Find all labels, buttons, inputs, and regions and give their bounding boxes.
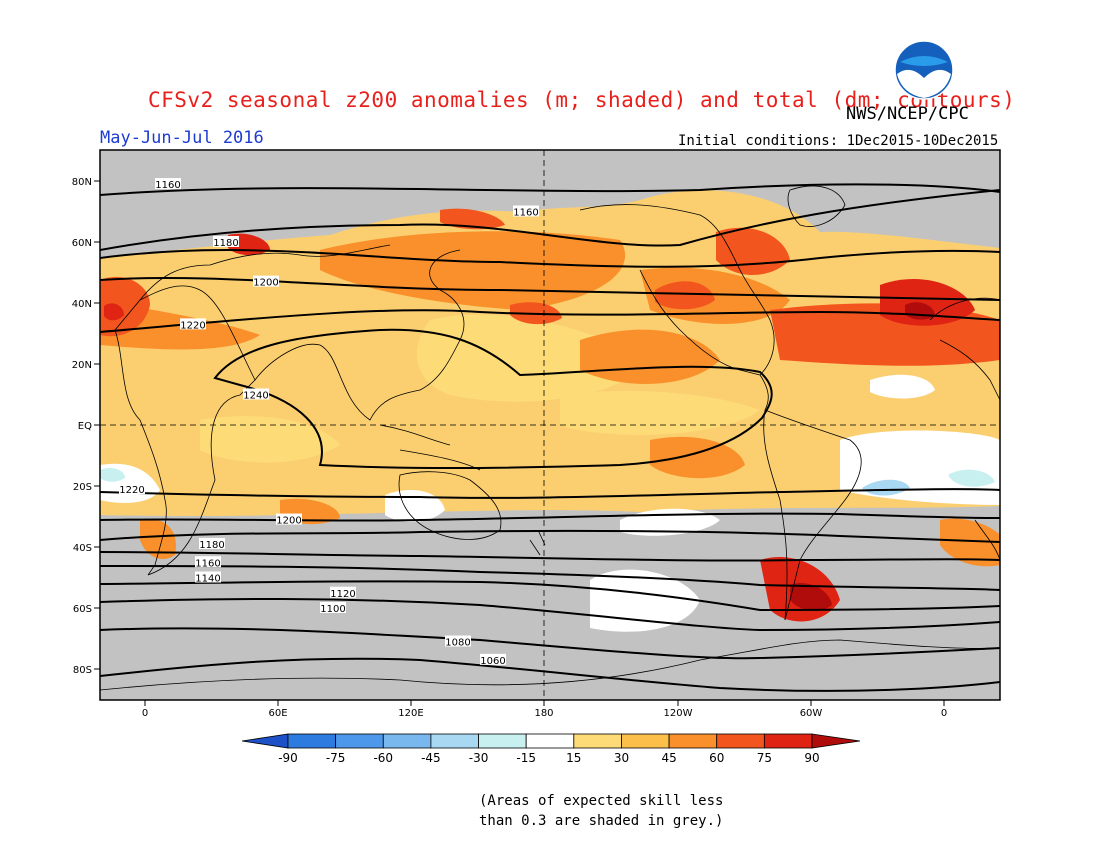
lon-label: 180 (534, 708, 553, 719)
contour-label: 1220 (119, 485, 144, 496)
colorbar-box (573, 733, 622, 749)
contour-label-bg (195, 571, 221, 583)
colorbar-label: -60 (373, 751, 393, 765)
colorbar-label: 30 (614, 751, 629, 765)
contour-label: 1220 (180, 320, 205, 331)
colorbar-label: -30 (469, 751, 489, 765)
contour-label-bg (195, 556, 221, 568)
lat-label: 60N (72, 238, 92, 249)
forecast-period: May-Jun-Jul 2016 (100, 128, 264, 148)
contour-label: 1100 (320, 604, 345, 615)
skill-note: (Areas of expected skill less than 0.3 a… (479, 791, 723, 831)
contour-label-bg (330, 586, 356, 598)
contour-label: 1180 (213, 238, 238, 249)
height-contours (100, 183, 1000, 692)
lon-label: 60E (268, 708, 287, 719)
contour-label-bg (513, 205, 539, 217)
colorbar-box (430, 733, 479, 749)
agency-label: NWS/NCEP/CPC (846, 104, 969, 124)
contour-label-bg (119, 483, 145, 495)
contour-label: 1240 (243, 391, 268, 402)
colorbar-high-arrow (811, 733, 861, 749)
latitude-axis: 80N 60N 40N 20N EQ 20S 40S 60S 80S (72, 177, 100, 676)
colorbar-label: 90 (804, 751, 819, 765)
colorbar-label: 15 (566, 751, 581, 765)
contour-label-bg (320, 602, 346, 613)
colorbar-label: -15 (516, 751, 536, 765)
contour-label: 1180 (199, 540, 224, 551)
contour-label-bg (276, 513, 302, 525)
lat-label: 40N (72, 299, 92, 310)
colorbar-box (335, 733, 384, 749)
contour-label-bg (480, 653, 506, 665)
colorbar-low-arrow (241, 733, 289, 749)
lat-label: 20S (73, 482, 92, 493)
colorbar-box (716, 733, 765, 749)
lat-label: 40S (73, 543, 92, 554)
lat-label: EQ (78, 421, 92, 432)
colorbar-box (287, 733, 337, 749)
colorbar-label: -75 (326, 751, 346, 765)
lat-label: 60S (73, 604, 92, 615)
contour-label: 1140 (195, 574, 220, 585)
colorbar-label: -45 (421, 751, 441, 765)
longitude-axis: 0 60E 120E 180 120W 60W 0 (142, 700, 947, 719)
colorbar-box (668, 733, 718, 749)
colorbar-box (621, 733, 670, 749)
skill-note-line1: (Areas of expected skill less (479, 793, 724, 809)
lon-label: 0 (142, 708, 148, 719)
contour-labels: 1160 1160 1180 1200 1220 1240 1220 1200 1180 1160… (119, 178, 539, 667)
colorbar-label: 60 (709, 751, 724, 765)
coastlines (100, 185, 1000, 691)
colorbar-label: -90 (278, 751, 298, 765)
colorbar-label: 45 (661, 751, 676, 765)
contour-label: 1160 (195, 558, 220, 569)
contour-label-bg (213, 236, 239, 247)
lat-label: 80S (73, 665, 92, 676)
lon-label: 120W (664, 708, 693, 719)
contour-label: 1160 (513, 208, 538, 219)
colorbar-box (763, 733, 813, 749)
contour-label-bg (180, 318, 206, 330)
contour-label: 1060 (480, 656, 505, 667)
contour-label: 1120 (330, 589, 355, 600)
lat-label: 80N (72, 177, 92, 188)
colorbar: -90 -75 -60 -45 -30 -15 15 30 45 60 75 90 (241, 733, 861, 765)
anomaly-shading (100, 150, 1000, 700)
contour-label: 1160 (155, 180, 180, 191)
contour-label-bg (253, 275, 279, 287)
lon-label: 60W (800, 708, 823, 719)
contour-label: 1200 (253, 278, 278, 289)
contour-label: 1080 (445, 638, 470, 649)
colorbar-box (525, 733, 575, 749)
chart-title: CFSv2 seasonal z200 anomalies (m; shaded… (148, 88, 1016, 112)
noaa-logo (894, 40, 954, 100)
lon-label: 0 (941, 708, 947, 719)
contour-label-bg (445, 635, 471, 647)
initial-conditions: Initial conditions: 1Dec2015-10Dec2015 (678, 133, 999, 149)
contour-label-bg (243, 388, 269, 400)
lon-label: 120E (398, 708, 423, 719)
skill-note-line2: than 0.3 are shaded in grey.) (479, 813, 724, 829)
colorbar-label: 75 (757, 751, 772, 765)
colorbar-box (478, 733, 527, 749)
contour-label-bg (155, 178, 181, 190)
contour-label: 1200 (276, 516, 301, 527)
contour-label-bg (199, 537, 225, 549)
colorbar-box (382, 733, 432, 749)
lat-label: 20N (72, 360, 92, 371)
